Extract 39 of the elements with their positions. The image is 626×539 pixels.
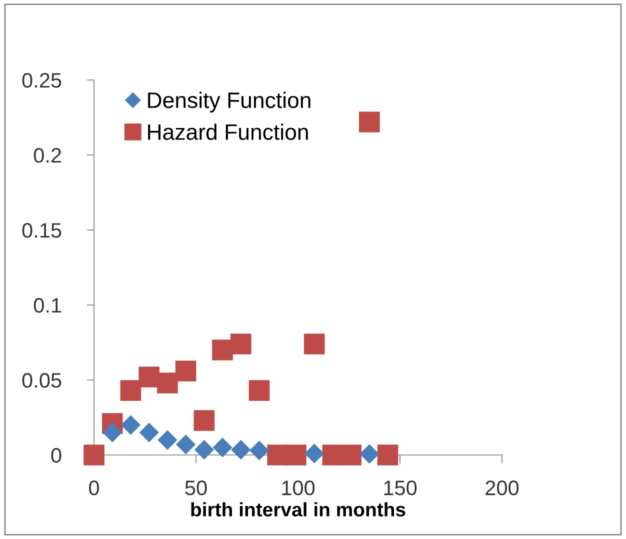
point [286,444,306,466]
point [138,366,160,388]
point [360,444,379,464]
x-tick-label: 200 [486,480,519,496]
point [194,410,215,431]
point [176,434,196,454]
point [230,334,252,354]
point [158,430,177,450]
point [84,444,104,466]
point [212,340,233,360]
point [157,372,178,394]
point [212,438,232,458]
point [175,360,196,382]
y-tick-label: 0.05 [22,373,62,388]
x-tick-label: 150 [384,480,417,496]
x-tick-label: 0 [89,480,99,496]
point [377,444,398,466]
point [304,334,325,354]
point [194,440,214,460]
y-tick-label: 0.15 [22,223,62,238]
y-tick-label: 0.25 [22,73,62,88]
legend-label: Hazard Function [148,124,308,140]
x-tick-label: 100 [282,480,315,496]
point [358,112,380,132]
point [102,422,122,442]
point [140,422,159,442]
y-tick-label: 0.1 [34,298,62,313]
point [231,440,250,460]
point [250,440,269,460]
point [304,444,324,464]
point [248,380,270,401]
point [121,415,140,435]
x-tick-label: 50 [185,480,207,496]
y-tick-label: 0 [51,448,62,463]
y-tick-label: 0.2 [34,148,62,163]
legend-label: Density Function [148,92,310,113]
point [340,444,362,466]
x-axis-title: birth interval in months [191,502,406,516]
point [120,380,142,401]
